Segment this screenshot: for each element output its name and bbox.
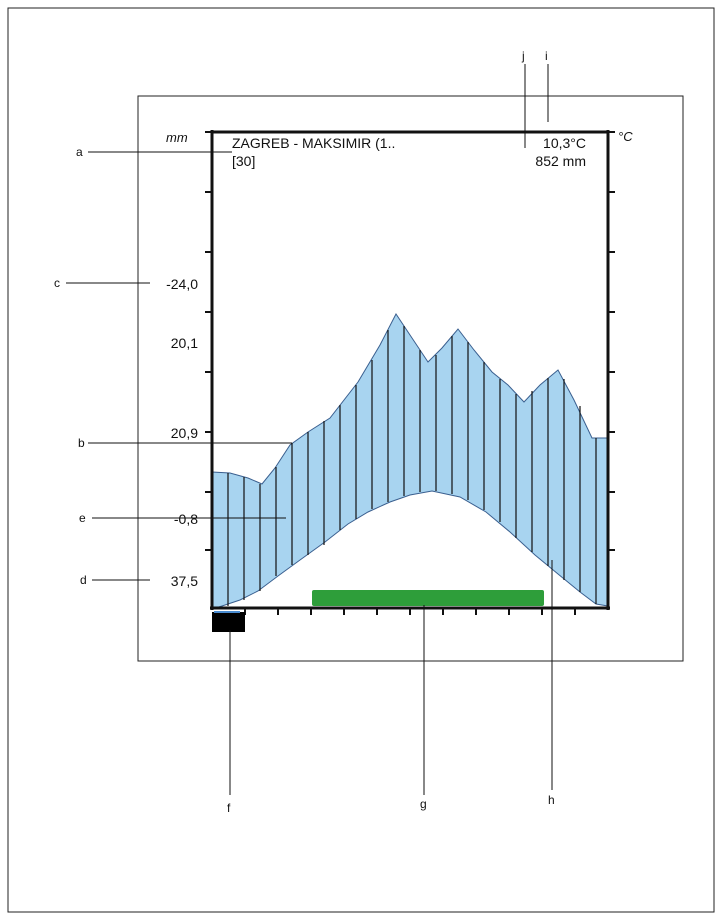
callout-lines	[66, 64, 553, 795]
unit-left-label: mm	[166, 130, 188, 145]
callout-c: c	[54, 276, 60, 290]
frost-free-period-bar	[312, 590, 544, 606]
callout-b: b	[78, 436, 85, 450]
value-d: 37,5	[171, 573, 198, 589]
value-20-9: 20,9	[171, 425, 198, 441]
callout-j: j	[521, 49, 525, 63]
station-name: ZAGREB - MAKSIMIR (1..	[232, 135, 395, 151]
value-20-1: 20,1	[171, 335, 198, 351]
value-minus-0-8: -0,8	[174, 511, 198, 527]
value-c: -24,0	[166, 276, 198, 292]
hatching	[227, 326, 597, 606]
callout-h: h	[548, 793, 555, 807]
observation-years: [30]	[232, 153, 255, 169]
callout-a: a	[76, 145, 83, 159]
annual-precipitation: 852 mm	[535, 153, 586, 169]
frost-box	[212, 612, 245, 632]
page-frame	[7, 7, 715, 913]
humid-period-area	[211, 313, 609, 610]
unit-right-label: °C	[618, 129, 633, 144]
callout-i: i	[545, 49, 548, 63]
callout-g: g	[420, 797, 427, 811]
diagram-frame	[137, 95, 684, 662]
callout-f: f	[227, 801, 231, 815]
callout-d: d	[80, 573, 87, 587]
mean-annual-temperature: 10,3°C	[543, 135, 586, 151]
callout-e: e	[79, 511, 86, 525]
